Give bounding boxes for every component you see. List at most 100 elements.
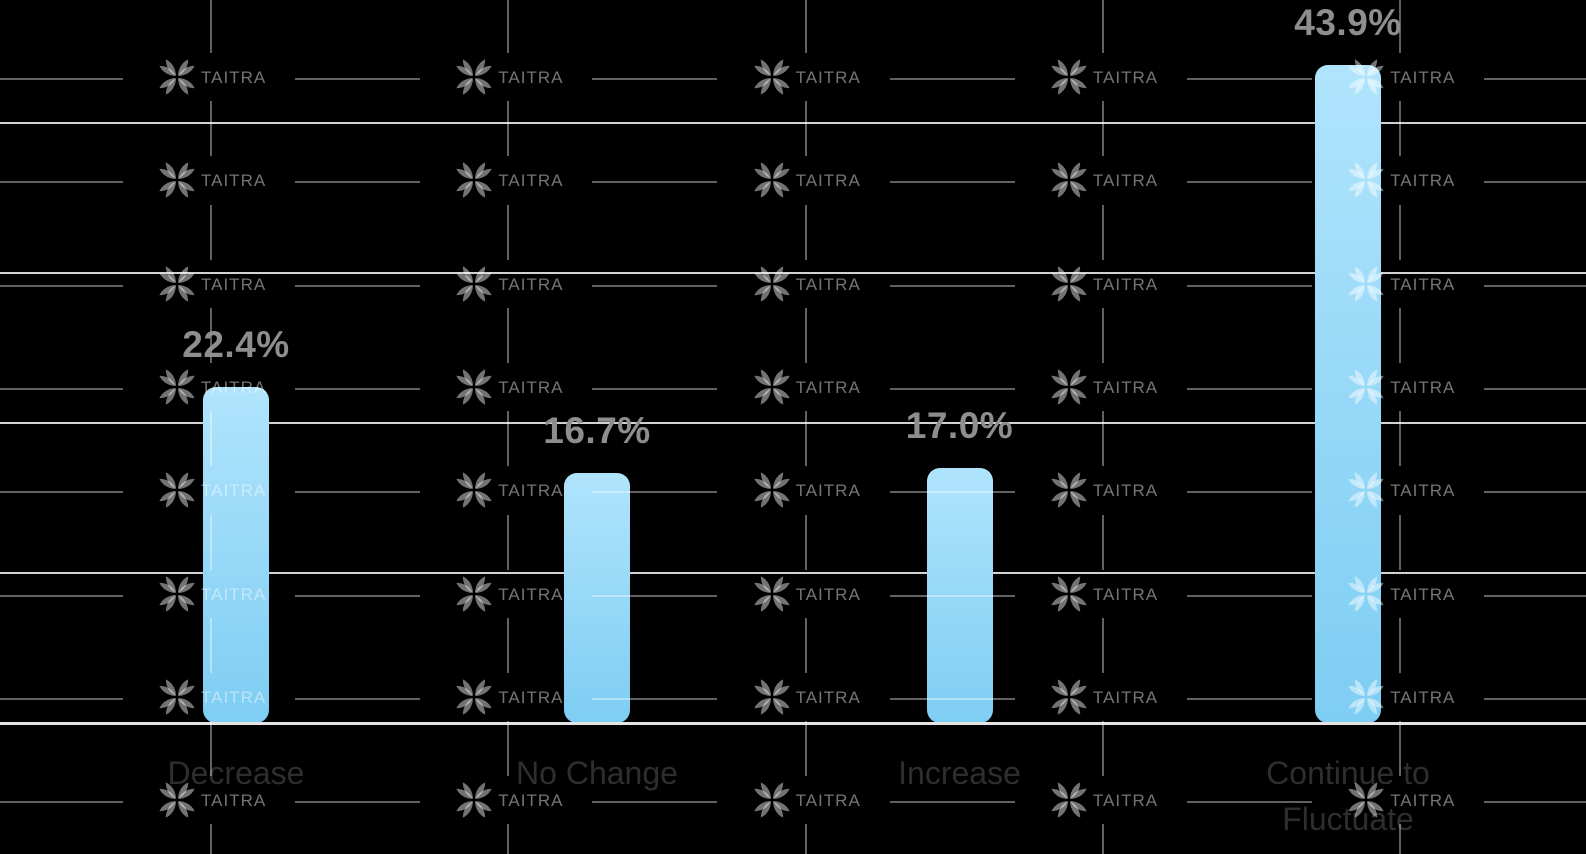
x-axis-category-label: Continue to Fluctuate	[1266, 755, 1430, 837]
bar-value-label: 16.7%	[543, 409, 651, 451]
watermark-brand-text: TAITRA	[1092, 791, 1159, 811]
taitra-logo-icon	[455, 471, 493, 509]
bar	[1315, 64, 1381, 723]
watermark-crosshair-line	[1101, 824, 1104, 854]
watermark-dash-line	[295, 387, 420, 390]
watermark-dash-line	[295, 801, 420, 804]
watermark-crosshair-line	[804, 0, 807, 53]
watermark-dash-line	[0, 491, 123, 494]
watermark-crosshair-line	[1399, 721, 1402, 777]
watermark-brand-text: TAITRA	[498, 68, 564, 87]
watermark-brand-text: TAITRA	[795, 274, 861, 294]
watermark-crosshair-line	[210, 411, 212, 467]
taitra-logo-icon	[158, 161, 196, 199]
taitra-logo-icon	[753, 575, 791, 613]
watermark-brand-text: TAITRA	[1390, 481, 1456, 501]
watermark-dash-line	[1186, 594, 1312, 597]
watermark-brand-text: TAITRA	[1390, 274, 1456, 294]
watermark-dash-line	[592, 491, 718, 494]
taitra-logo-icon	[455, 58, 493, 96]
watermark-crosshair-line	[1101, 204, 1104, 260]
watermark-dash-line	[1484, 491, 1586, 494]
taitra-logo-icon	[1050, 781, 1088, 819]
watermark-crosshair-line	[210, 307, 212, 363]
watermark-brand-text: TAITRA	[498, 377, 564, 397]
watermark-dash-line	[1186, 387, 1312, 390]
watermark-crosshair-line	[1101, 0, 1104, 53]
watermark-dash-line	[1484, 594, 1586, 597]
gridline	[0, 272, 1586, 274]
gridline	[0, 122, 1586, 124]
taitra-logo-icon	[158, 471, 196, 509]
watermark-brand-text: TAITRA	[1092, 687, 1159, 707]
watermark-brand-text: TAITRA	[1092, 377, 1159, 397]
watermark-brand-text: TAITRA	[1390, 584, 1456, 604]
watermark-crosshair-line	[804, 411, 807, 467]
watermark-brand-text: TAITRA	[201, 687, 267, 707]
watermark-brand-text: TAITRA	[1092, 274, 1159, 294]
watermark-dash-line	[1186, 697, 1312, 700]
taitra-logo-icon	[753, 58, 791, 96]
watermark-brand-text: TAITRA	[1390, 171, 1456, 191]
watermark-brand-text: TAITRA	[1092, 481, 1159, 501]
watermark-crosshair-line	[507, 824, 510, 854]
watermark-dash-line	[889, 697, 1015, 700]
watermark-brand-text: TAITRA	[795, 584, 861, 604]
taitra-logo-icon	[1050, 265, 1088, 303]
taitra-logo-icon	[455, 678, 493, 716]
watermark-crosshair-line	[804, 617, 807, 673]
watermark-dash-line	[889, 284, 1015, 287]
watermark-dash-line	[1484, 78, 1586, 80]
watermark-dash-line	[295, 491, 420, 494]
taitra-logo-icon	[455, 781, 493, 819]
watermark-crosshair-line	[507, 204, 510, 260]
watermark-brand-text: TAITRA	[1390, 377, 1456, 397]
watermark-dash-line	[0, 284, 123, 287]
watermark-dash-line	[0, 697, 123, 700]
taitra-logo-icon	[1347, 265, 1385, 303]
watermark-crosshair-line	[507, 101, 510, 157]
bar-value-label: 17.0%	[905, 405, 1014, 446]
watermark-brand-text: TAITRA	[201, 481, 267, 501]
watermark-crosshair-line	[210, 824, 212, 854]
watermark-dash-line	[889, 594, 1015, 597]
watermark-brand-text: TAITRA	[795, 481, 861, 501]
watermark-crosshair-line	[210, 101, 212, 157]
taitra-logo-icon	[158, 575, 196, 613]
watermark-dash-line	[295, 78, 420, 80]
watermark-brand-text: TAITRA	[1092, 584, 1159, 604]
watermark-dash-line	[889, 491, 1015, 494]
watermark-dash-line	[0, 181, 123, 184]
watermark-crosshair-line	[1399, 204, 1402, 260]
watermark-crosshair-line	[1399, 824, 1402, 854]
watermark-crosshair-line	[1101, 514, 1104, 570]
taitra-logo-icon	[158, 265, 196, 303]
watermark-crosshair-line	[507, 721, 510, 777]
taitra-logo-icon	[1050, 161, 1088, 199]
taitra-logo-icon	[1050, 471, 1088, 509]
watermark-brand-text: TAITRA	[498, 171, 564, 191]
watermark-dash-line	[889, 78, 1015, 80]
watermark-brand-text: TAITRA	[1390, 68, 1456, 87]
watermark-crosshair-line	[1101, 617, 1104, 673]
taitra-logo-icon	[1347, 781, 1385, 819]
watermark-dash-line	[1186, 78, 1312, 80]
taitra-logo-icon	[753, 471, 791, 509]
watermark-dash-line	[889, 801, 1015, 804]
watermark-brand-text: TAITRA	[498, 584, 564, 604]
watermark-brand-text: TAITRA	[1390, 687, 1456, 707]
watermark-brand-text: TAITRA	[201, 171, 267, 191]
watermark-brand-text: TAITRA	[795, 377, 861, 397]
taitra-logo-icon	[158, 781, 196, 819]
watermark-brand-text: TAITRA	[498, 791, 564, 811]
watermark-brand-text: TAITRA	[795, 68, 861, 87]
watermark-brand-text: TAITRA	[498, 481, 564, 501]
taitra-logo-icon	[1347, 678, 1385, 716]
bar-value-label: 22.4%	[182, 324, 290, 365]
watermark-brand-text: TAITRA	[201, 274, 267, 294]
taitra-logo-icon	[1050, 58, 1088, 96]
taitra-logo-icon	[753, 781, 791, 819]
